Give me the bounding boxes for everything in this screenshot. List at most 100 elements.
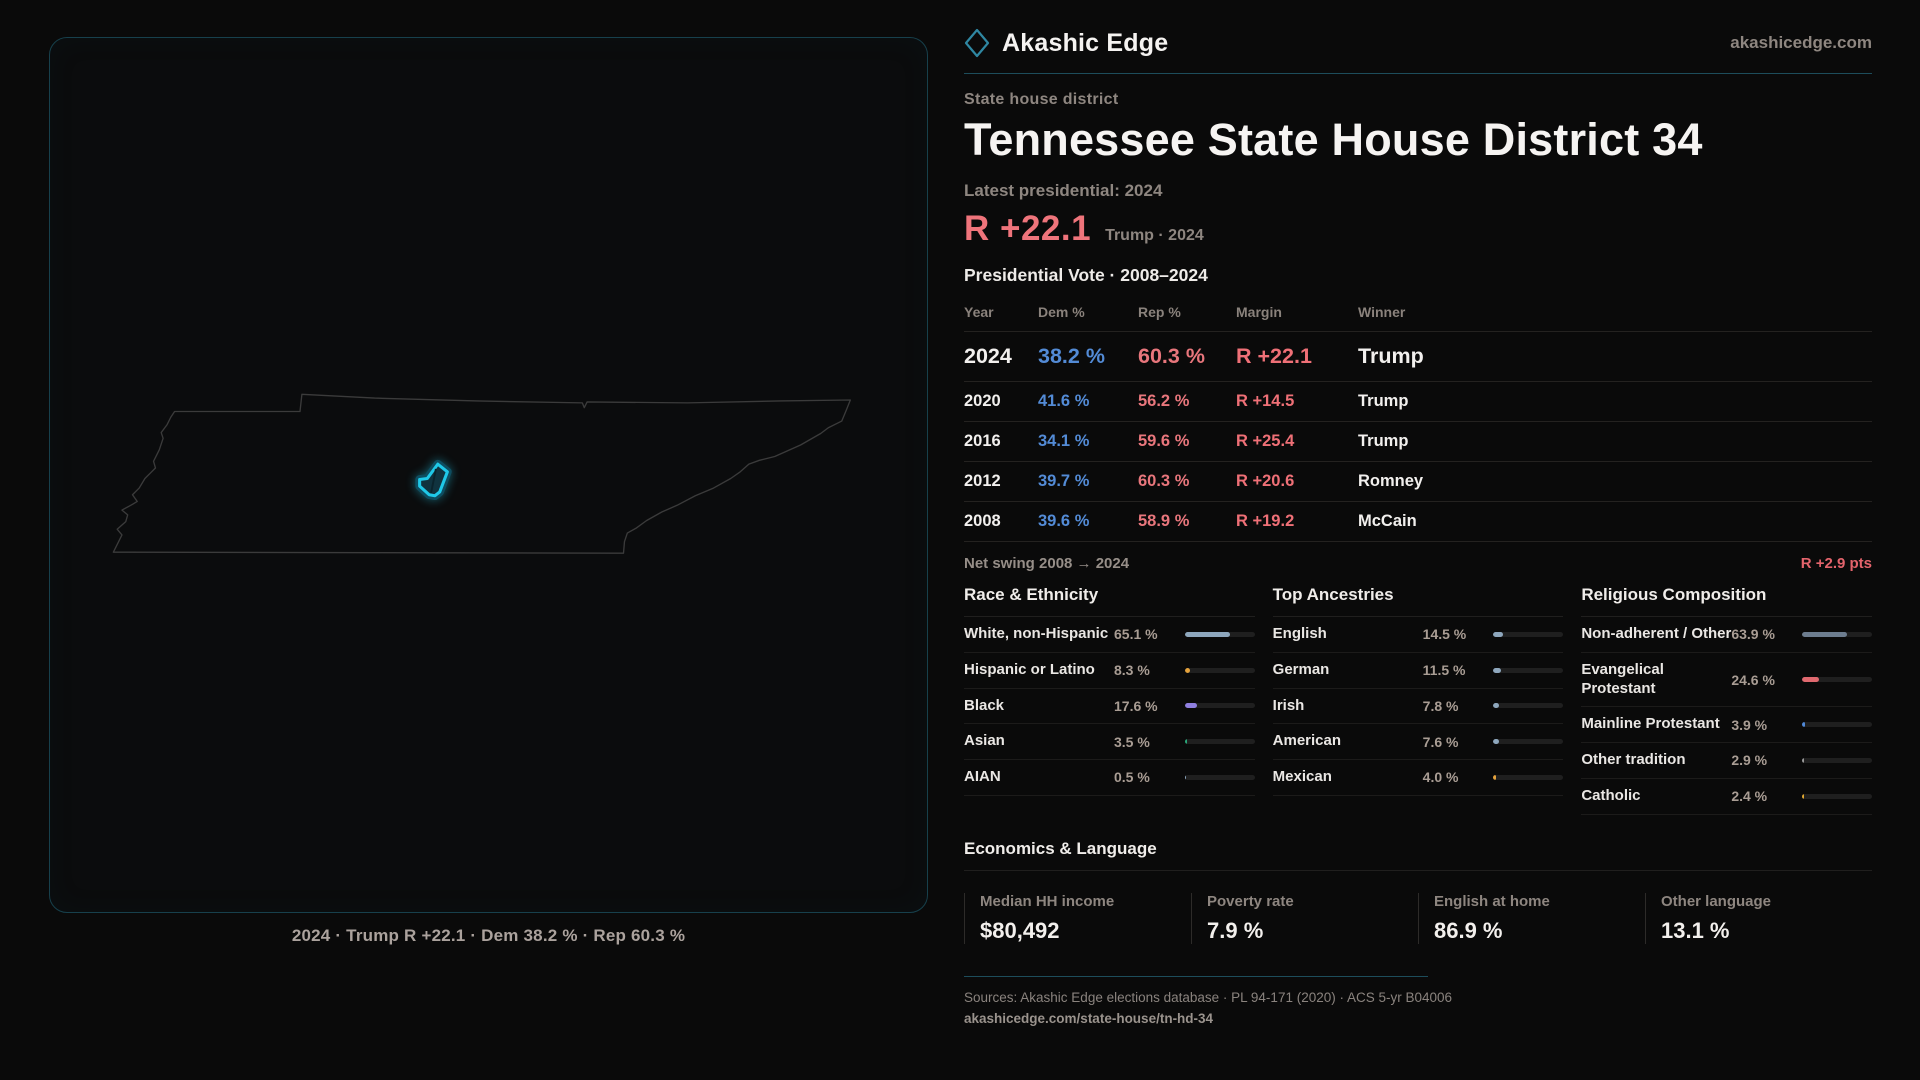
table-header-row: Year Dem % Rep % Margin Winner <box>964 296 1872 332</box>
demo-label: Asian <box>964 732 1005 750</box>
demo-label: Black <box>964 696 1005 714</box>
map-caption: 2024 · Trump R +22.1 · Dem 38.2 % · Rep … <box>291 926 686 945</box>
stat-median-hh-income: Median HH income $80,492 <box>964 892 1191 944</box>
percent-bar <box>1184 703 1255 709</box>
cell-margin: R +25.4 <box>1236 432 1295 450</box>
cell-winner: Trump <box>1358 432 1409 450</box>
demo-label: English <box>1272 625 1327 642</box>
demo-value: 63.9 % <box>1731 626 1775 643</box>
stat-value: 13.1 % <box>1661 917 1730 943</box>
percent-bar <box>1184 667 1255 673</box>
net-swing-value: R +2.9 pts <box>1800 555 1872 572</box>
stat-label: Median HH income <box>980 892 1115 910</box>
diamond-logo-icon <box>964 28 990 58</box>
percent-bar <box>1184 739 1255 745</box>
cell-rep-pct: 59.6 % <box>1138 432 1190 450</box>
cell-dem-pct: 39.6 % <box>1038 512 1090 530</box>
section-title: Top Ancestries <box>1272 585 1564 617</box>
cell-margin: R +14.5 <box>1236 392 1295 410</box>
demo-label: Mainline Protestant <box>1581 715 1720 733</box>
demo-value: 65.1 % <box>1114 626 1158 643</box>
percent-bar <box>1801 793 1872 799</box>
list-item: Mexican 4.0 % <box>1272 760 1564 796</box>
cell-year: 2008 <box>964 512 1001 530</box>
stat-value: 86.9 % <box>1434 917 1503 943</box>
demo-value: 3.5 % <box>1114 733 1150 750</box>
economics-section-title: Economics & Language <box>964 839 1872 871</box>
headline-margin-context: Trump · 2024 <box>1105 227 1204 244</box>
percent-bar <box>1493 667 1564 673</box>
percent-bar <box>1493 631 1564 637</box>
percent-bar <box>1801 677 1872 682</box>
sources-text: Sources: Akashic Edge elections database… <box>964 989 1453 1005</box>
headline-margin-row: R +22.1 Trump · 2024 <box>964 209 1872 249</box>
percent-bar <box>1493 774 1564 780</box>
race-ethnicity-section: Race & Ethnicity White, non-Hispanic 65.… <box>964 585 1255 815</box>
demo-label: German <box>1272 660 1330 678</box>
cell-margin: R +20.6 <box>1236 472 1295 490</box>
col-dem: Dem % <box>1038 304 1085 320</box>
cell-rep-pct: 60.3 % <box>1138 344 1205 368</box>
demo-value: 11.5 % <box>1422 662 1466 679</box>
cell-margin: R +19.2 <box>1236 512 1295 530</box>
permalink[interactable]: akashicedge.com/state-house/tn-hd-34 <box>964 1010 1214 1026</box>
ancestries-section: Top Ancestries English 14.5 % German 11.… <box>1272 585 1564 815</box>
cell-year: 2012 <box>964 472 1001 490</box>
demo-value: 24.6 % <box>1731 671 1775 688</box>
demo-value: 2.4 % <box>1731 788 1768 805</box>
list-item: English 14.5 % <box>1272 617 1564 653</box>
brand-site-link[interactable]: akashicedge.com <box>1730 33 1872 52</box>
percent-bar <box>1493 703 1564 709</box>
demo-label: White, non-Hispanic <box>964 625 1109 642</box>
page-title: Tennessee State House District 34 <box>964 114 1703 165</box>
demo-label: Hispanic or Latino <box>964 660 1095 678</box>
cell-year: 2016 <box>964 432 1001 450</box>
economics-stats: Median HH income $80,492 Poverty rate 7.… <box>964 892 1872 944</box>
demo-value: 7.8 % <box>1422 697 1459 714</box>
list-item: Evangelical Protestant 24.6 % <box>1581 653 1872 708</box>
headline-margin-value: R +22.1 <box>964 209 1092 248</box>
list-item: Catholic 2.4 % <box>1581 779 1872 815</box>
stat-value: $80,492 <box>980 917 1060 943</box>
net-swing-label: Net swing 2008 → 2024 <box>964 555 1130 572</box>
footer-divider <box>964 975 1428 977</box>
col-year: Year <box>964 304 994 320</box>
percent-bar <box>1493 739 1564 745</box>
table-row: 2024 38.2 % 60.3 % R +22.1 Trump <box>964 332 1872 382</box>
cell-margin: R +22.1 <box>1236 344 1312 368</box>
list-item: Irish 7.8 % <box>1272 689 1564 725</box>
district-map-panel <box>49 37 928 913</box>
list-item: Asian 3.5 % <box>964 724 1255 760</box>
col-margin: Margin <box>1236 304 1282 320</box>
percent-bar <box>1801 757 1872 763</box>
demo-value: 2.9 % <box>1731 752 1768 769</box>
footer: Sources: Akashic Edge elections database… <box>964 975 1872 1028</box>
demographics-grid: Race & Ethnicity White, non-Hispanic 65.… <box>964 585 1872 815</box>
cell-year: 2024 <box>964 344 1012 368</box>
tennessee-map <box>112 393 852 554</box>
cell-winner: Trump <box>1358 344 1424 368</box>
tennessee-outline <box>112 393 852 554</box>
section-title: Race & Ethnicity <box>964 585 1255 617</box>
demo-label: AIAN <box>964 768 1001 785</box>
demo-label: Non-adherent / Other <box>1581 625 1732 642</box>
list-item: German 11.5 % <box>1272 653 1564 689</box>
cell-rep-pct: 56.2 % <box>1138 392 1190 410</box>
table-row: 2016 34.1 % 59.6 % R +25.4 Trump <box>964 422 1872 462</box>
demo-value: 3.9 % <box>1731 716 1768 733</box>
cell-dem-pct: 41.6 % <box>1038 392 1090 410</box>
cell-rep-pct: 60.3 % <box>1138 472 1190 490</box>
list-item: Non-adherent / Other 63.9 % <box>1581 617 1872 653</box>
list-item: American 7.6 % <box>1272 724 1564 760</box>
table-row: 2008 39.6 % 58.9 % R +19.2 McCain <box>964 502 1872 542</box>
demo-value: 17.6 % <box>1114 697 1158 714</box>
demo-label: Catholic <box>1581 786 1641 804</box>
col-winner: Winner <box>1358 304 1406 320</box>
list-item: Other tradition 2.9 % <box>1581 743 1872 779</box>
net-swing-row: Net swing 2008 → 2024 R +2.9 pts <box>964 542 1872 572</box>
section-title: Religious Composition <box>1581 585 1872 617</box>
demo-label: Mexican <box>1272 768 1332 785</box>
demo-value: 8.3 % <box>1114 662 1150 679</box>
demo-value: 0.5 % <box>1114 769 1150 786</box>
